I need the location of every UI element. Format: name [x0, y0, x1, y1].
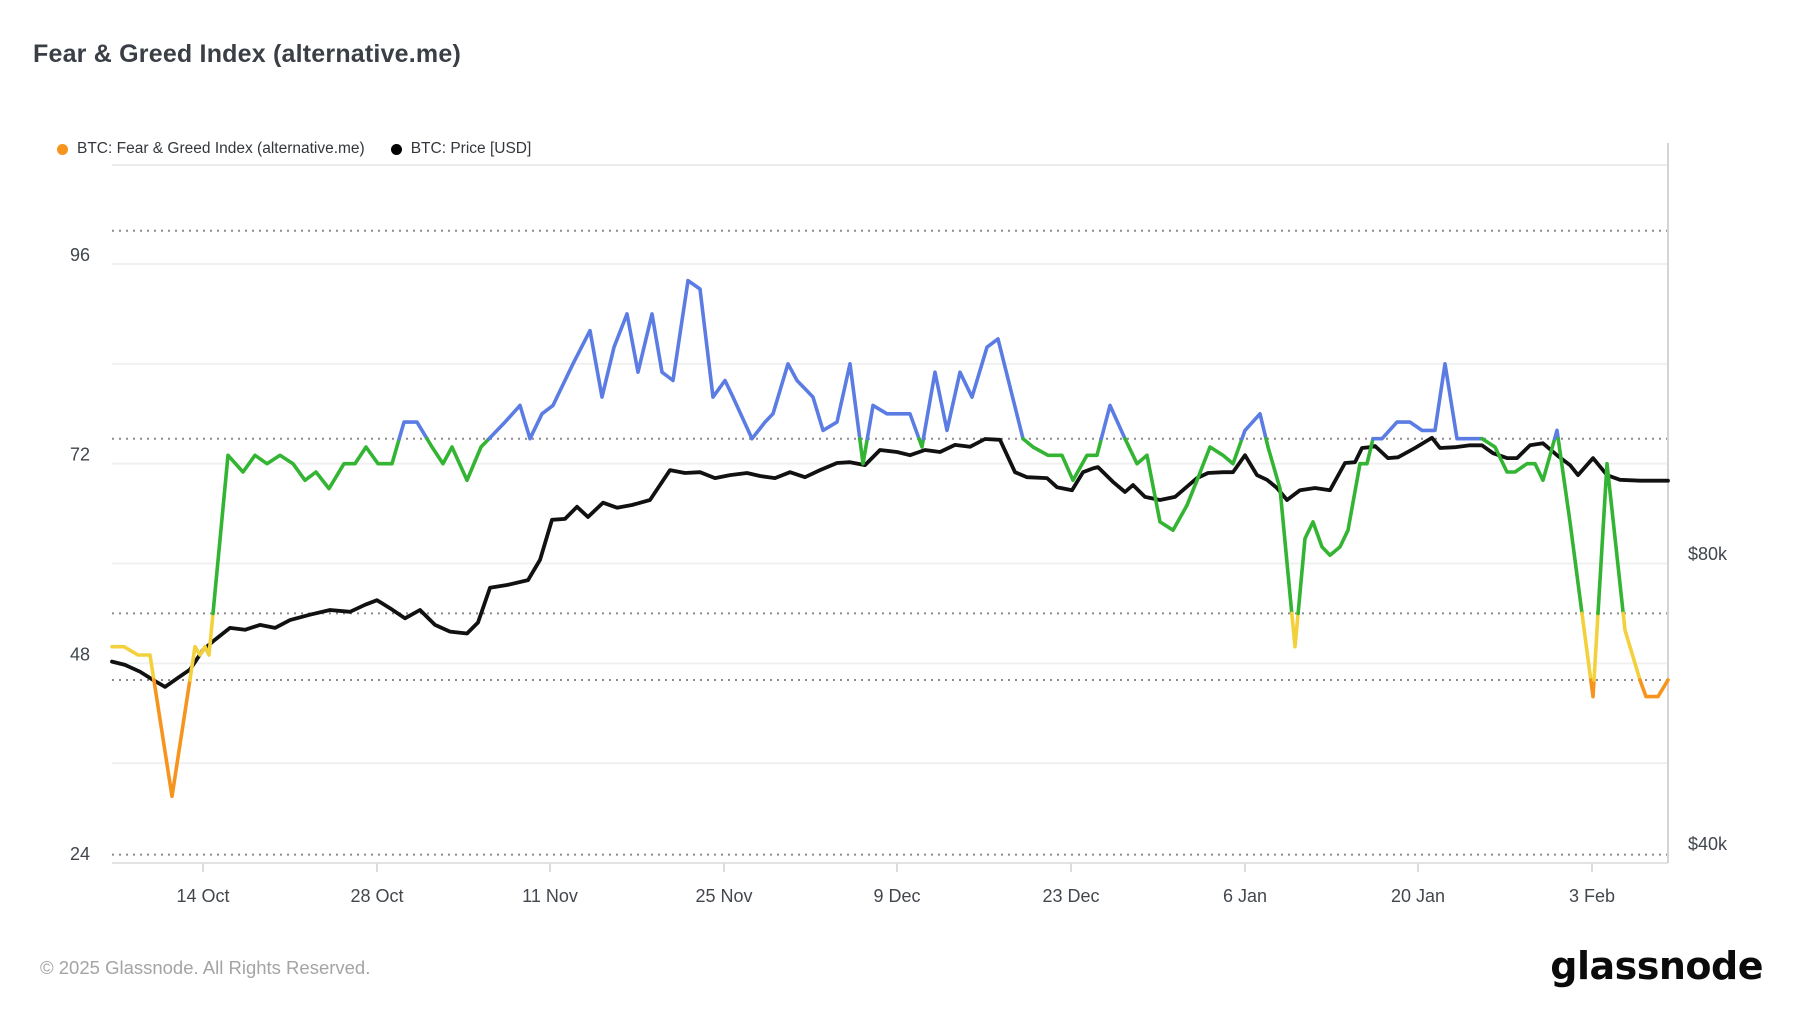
y-axis-label: 72: [70, 445, 90, 465]
glassnode-logo: glassnode: [1550, 944, 1763, 988]
fear-greed-line-greed: [1596, 461, 1625, 616]
legend-label-price: BTC: Price [USD]: [410, 140, 532, 157]
fear-greed-line-greed: [1264, 436, 1294, 616]
fear-greed-line-greed: [917, 436, 926, 449]
legend-label-fear-greed: BTC: Fear & Greed Index (alternative.me): [77, 140, 365, 157]
x-axis-label: 9 Dec: [873, 886, 920, 906]
x-axis-label: 23 Dec: [1042, 886, 1099, 906]
legend-item-fear-greed[interactable]: BTC: Fear & Greed Index (alternative.me): [57, 140, 365, 158]
price-axis-label: $80k: [1688, 544, 1728, 564]
fear-greed-line-greed: [858, 436, 870, 466]
fear-greed-line-neutral: [1290, 611, 1300, 649]
fear-greed-line-fear: [1638, 678, 1670, 699]
price-axis-label: $40k: [1688, 834, 1728, 854]
fear-greed-line-neutral: [110, 644, 156, 682]
price-line: [110, 435, 1670, 689]
chart-svg: 14 Oct 28 Oct 11 Nov 25 Nov 9 Dec 23 Dec 6 Jan…: [70, 143, 1728, 906]
y-axis-label: 96: [70, 245, 90, 265]
fear-greed-line-extreme-greed: [487, 278, 862, 441]
fear-greed-line-greed: [1556, 436, 1584, 616]
legend-item-price[interactable]: BTC: Price [USD]: [390, 140, 532, 158]
fear-greed-line-extreme-greed: [921, 337, 1025, 441]
fear-greed-line-greed: [1021, 436, 1104, 483]
fear-greed-line-extreme-greed: [1240, 412, 1268, 441]
fear-greed-line-extreme-greed: [1371, 362, 1484, 441]
fear-greed-line-greed: [1480, 436, 1557, 483]
legend-dot-fear-greed-icon: [57, 143, 68, 155]
legend-dot-price-icon: [390, 143, 402, 155]
fear-greed-line-extreme-greed: [397, 420, 429, 441]
copyright-text: © 2025 Glassnode. All Rights Reserved.: [40, 957, 371, 978]
fear-greed-line-extreme-greed: [1552, 428, 1560, 441]
fear-greed-line-greed: [425, 436, 491, 483]
page-title: Fear & Greed Index (alternative.me): [33, 40, 461, 68]
y-axis-label: 48: [70, 644, 90, 664]
x-axis-label: 20 Jan: [1391, 886, 1445, 906]
fear-greed-line-fear: [152, 678, 192, 799]
x-axis-label: 3 Feb: [1569, 886, 1615, 906]
fear-greed-line-neutral: [1592, 611, 1600, 682]
fear-greed-line-neutral: [1580, 611, 1593, 682]
x-axis-label: 14 Oct: [176, 886, 229, 906]
x-axis-label: 11 Nov: [522, 886, 578, 906]
fear-greed-line-greed: [211, 436, 401, 616]
x-axis-label: 28 Oct: [350, 886, 403, 906]
fear-greed-line-neutral: [1621, 611, 1642, 682]
chart-plot-area[interactable]: 14 Oct 28 Oct 11 Nov 25 Nov 9 Dec 23 Dec 6 Jan…: [0, 0, 1800, 930]
fear-greed-line-fear: [1589, 678, 1596, 699]
fear-greed-line-extreme-greed: [1099, 403, 1127, 441]
fear-greed-line-neutral: [188, 611, 215, 682]
y-axis-label: 24: [70, 844, 90, 864]
x-axis-label: 6 Jan: [1223, 886, 1267, 906]
legend: BTC: Fear & Greed Index (alternative.me)…: [57, 140, 531, 158]
fear-greed-line-greed: [1123, 436, 1244, 532]
fear-greed-line-extreme-greed: [865, 403, 921, 441]
fear-greed-line-greed: [1296, 436, 1375, 616]
x-axis-label: 25 Nov: [695, 886, 752, 906]
